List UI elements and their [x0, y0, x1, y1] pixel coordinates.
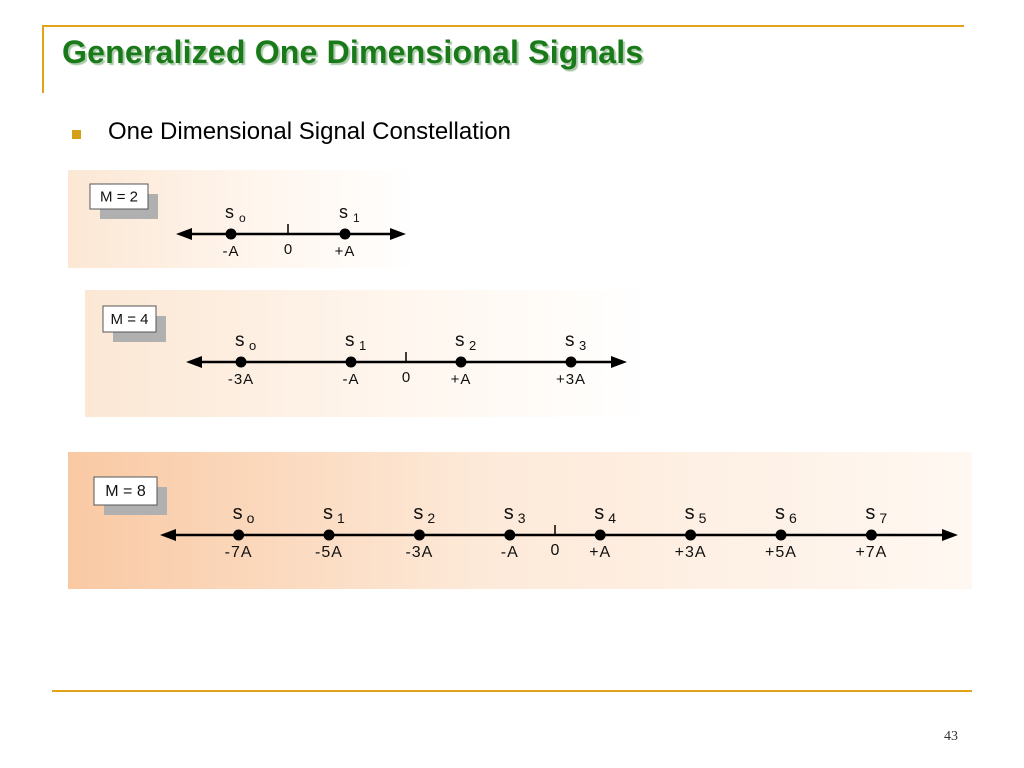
amplitude-label: +A: [335, 243, 356, 260]
signal-name: s: [225, 202, 234, 222]
signal-point: [594, 529, 606, 541]
amplitude-label: +3A: [556, 371, 586, 388]
signal-point: [455, 356, 467, 368]
signal-name: s: [323, 502, 333, 524]
constellation-diagram-m8: M = 80s o-7As 1-5As 2-3As 3-As 4+As 5+3As 6+5As…: [93, 476, 958, 561]
signal-subscript: 5: [699, 510, 707, 526]
signal-name: s: [594, 502, 604, 524]
m-label-box: [89, 183, 149, 210]
top-accent-line: [42, 25, 964, 27]
amplitude-label: +3A: [675, 544, 707, 561]
signal-point: [775, 529, 787, 541]
axis-arrow-right: [390, 228, 406, 240]
signal-subscript: 6: [789, 510, 797, 526]
page-number: 43: [944, 729, 958, 744]
signal-subscript: 4: [608, 510, 616, 526]
signal-point: [413, 529, 425, 541]
signal-subscript: 3: [518, 510, 526, 526]
signal-point: [225, 228, 237, 240]
amplitude-label: -7A: [225, 544, 253, 561]
origin-label: 0: [551, 542, 560, 559]
signal-subscript: 7: [879, 510, 887, 526]
signal-point: [233, 529, 245, 541]
signal-name: s: [865, 502, 875, 524]
amplitude-label: -A: [343, 371, 360, 388]
signal-point: [235, 356, 247, 368]
m-label-box: [93, 476, 158, 506]
origin-label: 0: [402, 369, 410, 386]
signal-name: s: [233, 502, 243, 524]
constellation-panel-m2: M = 2 0 s o -A s 1 +A: [68, 170, 418, 268]
bullet-text: One Dimensional Signal Constellation: [108, 118, 511, 145]
axis-arrow-left: [176, 228, 192, 240]
signal-subscript: 1: [353, 211, 360, 225]
amplitude-label: +A: [451, 371, 472, 388]
constellation-panel-m8: M = 8 0 s o -7A s 1 -5A s 2 -3A s 3 -A s 4 +A s 5 +3A s 6 +5A s…: [68, 452, 972, 589]
amplitude-label: -3A: [228, 371, 254, 388]
m-label-box: [102, 305, 157, 333]
signal-point: [685, 529, 697, 541]
amplitude-label: +7A: [855, 544, 887, 561]
signal-name: s: [455, 330, 465, 351]
signal-point: [345, 356, 357, 368]
slide-title: Generalized One Dimensional Signals: [62, 34, 644, 70]
amplitude-label: +A: [589, 544, 611, 561]
signal-name: s: [504, 502, 514, 524]
signal-subscript: 2: [469, 338, 476, 353]
signal-name: s: [345, 330, 355, 351]
amplitude-label: +5A: [765, 544, 797, 561]
signal-point: [565, 356, 577, 368]
signal-name: s: [565, 330, 575, 351]
amplitude-label: -5A: [315, 544, 343, 561]
amplitude-label: -A: [501, 544, 519, 561]
axis-arrow-right: [611, 356, 627, 368]
signal-subscript: o: [239, 211, 246, 225]
signal-point: [865, 529, 877, 541]
m-label: M = 8: [105, 483, 146, 500]
bullet-square-icon: [72, 130, 81, 139]
signal-name: s: [235, 330, 245, 351]
signal-point: [323, 529, 335, 541]
signal-subscript: 2: [427, 510, 435, 526]
left-accent-line: [42, 25, 44, 93]
constellation-diagram-m2: M = 20s o-As 1+A: [89, 183, 406, 260]
constellation-diagram-m4: M = 40s o-3As 1-As 2+As 3+3A: [102, 305, 627, 388]
axis-arrow-left: [186, 356, 202, 368]
signal-point: [339, 228, 351, 240]
m-label: M = 2: [100, 189, 138, 206]
m-label: M = 4: [111, 311, 149, 328]
constellation-panel-m4: M = 4 0 s o -3A s 1 -A s 2 +A s 3 +3A: [85, 290, 649, 417]
signal-name: s: [775, 502, 785, 524]
signal-point: [504, 529, 516, 541]
signal-subscript: 1: [337, 510, 345, 526]
signal-subscript: 1: [359, 338, 366, 353]
axis-arrow-left: [160, 529, 176, 541]
origin-label: 0: [284, 241, 292, 258]
signal-name: s: [685, 502, 695, 524]
signal-subscript: 3: [579, 338, 586, 353]
amplitude-label: -3A: [405, 544, 433, 561]
signal-name: s: [413, 502, 423, 524]
signal-subscript: o: [247, 510, 255, 526]
signal-name: s: [339, 202, 348, 222]
footer-accent-line: [52, 690, 972, 692]
axis-arrow-right: [942, 529, 958, 541]
amplitude-label: -A: [223, 243, 240, 260]
signal-subscript: o: [249, 338, 256, 353]
